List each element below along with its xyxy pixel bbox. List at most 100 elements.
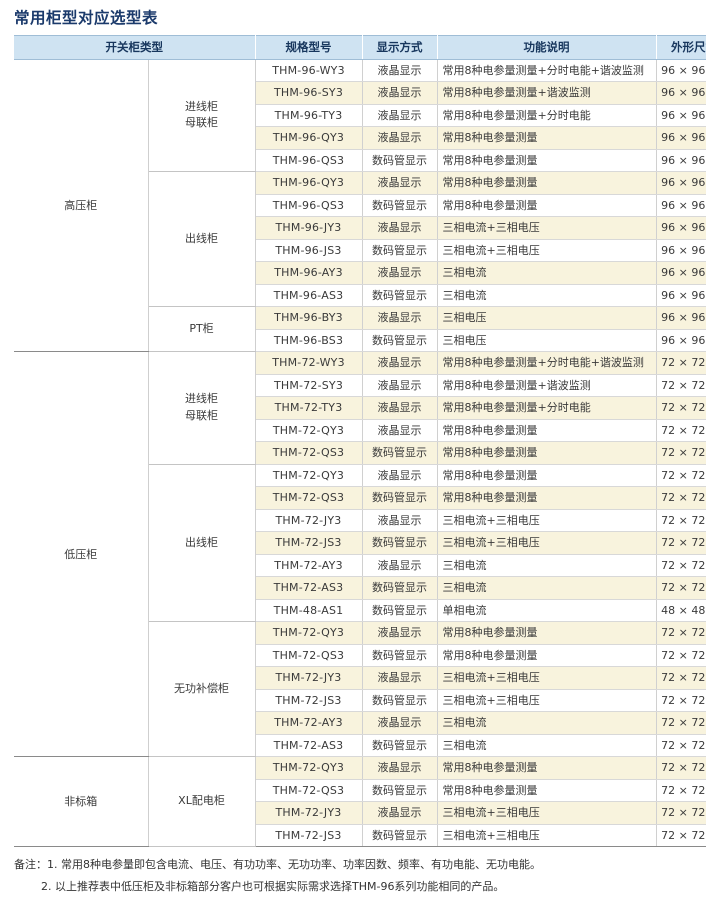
subcategory-line: 母联柜 [185,408,218,422]
cell-display-type: 液晶显示 [362,756,438,780]
cell-outer-size: 72 × 72mm [656,621,706,645]
cell-outer-size: 72 × 72mm [656,711,706,735]
cell-outer-size: 96 × 96mm [656,216,706,240]
cell-display-type: 液晶显示 [362,104,438,128]
table-row[interactable]: 高压柜 进线柜 母联柜 THM-96-WY3 液晶显示 常用8种电参量测量+分时电能+谐波… [14,59,706,353]
cell-model: THM-72-AS3 [255,734,363,758]
table-header: 开关柜类型 规格型号 显示方式 功能说明 外形尺寸 开孔尺寸 [14,34,706,60]
cell-subcategory: XL配电柜 [148,756,256,848]
cell-outer-size: 96 × 96mm [656,284,706,308]
cell-display-type: 数码管显示 [362,486,438,510]
cell-function: 三相电流 [437,284,657,308]
cell-outer-size: 72 × 72mm [656,374,706,398]
cell-display-type: 数码管显示 [362,689,438,713]
cell-outer-size: 72 × 72mm [656,689,706,713]
cell-function: 三相电流+三相电压 [437,689,657,713]
cell-function: 常用8种电参量测量+谐波监测 [437,374,657,398]
cell-function: 三相电流 [437,576,657,600]
cell-model: THM-96-BS3 [255,329,363,353]
note-line-2: 2. 以上推荐表中低压柜及非标箱部分客户也可根据实际需求选择THM-96系列功能… [41,879,505,893]
column-header-function: 功能说明 [437,34,657,60]
cell-function: 三相电压 [437,306,657,330]
cell-model: THM-72-WY3 [255,351,363,375]
cell-model: THM-72-QY3 [255,756,363,780]
cell-model: THM-72-JS3 [255,824,363,848]
cell-function: 常用8种电参量测量 [437,419,657,443]
cell-model: THM-96-BY3 [255,306,363,330]
cell-model: THM-72-QS3 [255,779,363,803]
cell-display-type: 数码管显示 [362,576,438,600]
cell-model: THM-72-QY3 [255,464,363,488]
subcategory-line: PT柜 [189,321,214,335]
cell-model: THM-96-QY3 [255,126,363,150]
table-row[interactable]: 低压柜 进线柜 母联柜 THM-72-WY3 液晶显示 常用8种电参量测量+分时电能+谐波… [14,351,706,758]
column-header-outer-size: 外形尺寸 [656,34,706,60]
cell-model: THM-72-QY3 [255,621,363,645]
cell-subcategory: 进线柜 母联柜 [148,351,256,465]
cell-function: 常用8种电参量测量 [437,486,657,510]
cell-function: 常用8种电参量测量+谐波监测 [437,81,657,105]
subcategory-line: 进线柜 [185,99,218,113]
cell-category: 高压柜 [14,59,149,353]
cell-function: 常用8种电参量测量+分时电能 [437,396,657,420]
cell-display-type: 液晶显示 [362,509,438,533]
cell-model: THM-72-QS3 [255,486,363,510]
cell-function: 三相电流+三相电压 [437,824,657,848]
cell-model: THM-72-QY3 [255,419,363,443]
cell-display-type: 数码管显示 [362,531,438,555]
cell-model: THM-72-JY3 [255,509,363,533]
cell-function: 常用8种电参量测量+分时电能+谐波监测 [437,351,657,375]
cell-display-type: 液晶显示 [362,216,438,240]
cell-function: 三相电流+三相电压 [437,216,657,240]
subcategory-line: 出线柜 [185,231,218,245]
cell-function: 三相电流 [437,734,657,758]
cell-display-type: 液晶显示 [362,621,438,645]
cell-outer-size: 72 × 72mm [656,351,706,375]
cell-function: 三相电流+三相电压 [437,531,657,555]
cell-outer-size: 96 × 96mm [656,261,706,285]
cell-outer-size: 72 × 72mm [656,824,706,848]
cell-model: THM-96-AY3 [255,261,363,285]
cell-display-type: 数码管显示 [362,284,438,308]
cell-outer-size: 72 × 72mm [656,464,706,488]
cell-outer-size: 96 × 96mm [656,194,706,218]
cell-outer-size: 48 × 48mm [656,599,706,623]
cell-function: 三相电流+三相电压 [437,666,657,690]
cell-function: 常用8种电参量测量 [437,126,657,150]
cell-outer-size: 96 × 96mm [656,171,706,195]
cell-display-type: 数码管显示 [362,734,438,758]
